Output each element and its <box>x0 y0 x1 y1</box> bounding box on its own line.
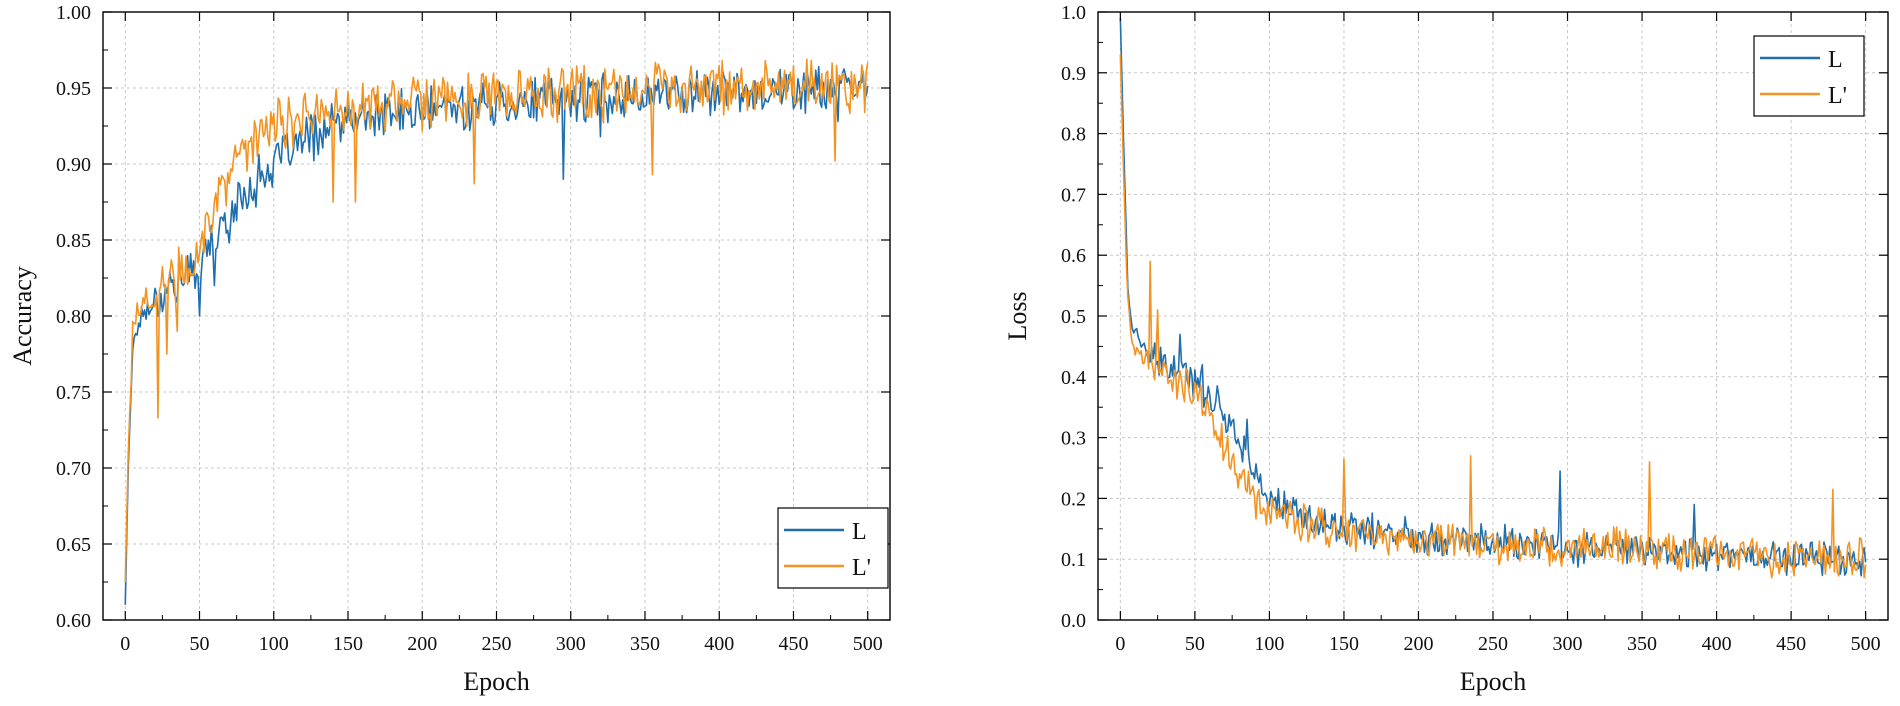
x-tick-label: 400 <box>1702 633 1732 655</box>
y-tick-label: 0.1 <box>1061 549 1086 571</box>
series-line-L-prime <box>1119 54 1867 579</box>
y-tick-label: 0.0 <box>1061 610 1086 632</box>
x-tick-label: 100 <box>259 633 289 655</box>
y-tick-label: 0.5 <box>1061 306 1086 328</box>
x-axis-title: Epoch <box>463 667 529 696</box>
y-tick-label: 0.8 <box>1061 124 1086 146</box>
y-tick-label: 1.00 <box>56 2 91 24</box>
x-tick-label: 200 <box>1403 633 1433 655</box>
legend: L L' <box>777 507 889 589</box>
legend-box <box>777 507 889 589</box>
y-tick-label: 0.3 <box>1061 428 1086 450</box>
loss-chart: 0 50 100 150 200 250 300 350 400 450 500 0.0 0.1 0.2 0… <box>1003 2 1889 696</box>
x-tick-label: 500 <box>1851 633 1881 655</box>
x-tick-label: 500 <box>853 633 883 655</box>
x-tick-label: 300 <box>556 633 586 655</box>
y-tick-label: 0.65 <box>56 534 91 556</box>
x-tick-label: 300 <box>1553 633 1583 655</box>
y-tick-label: 0.75 <box>56 382 91 404</box>
y-tick-label: 0.95 <box>56 78 91 100</box>
series-line-L-prime <box>124 58 869 583</box>
legend-label: L <box>852 519 867 545</box>
x-axis-title: Epoch <box>1460 667 1526 696</box>
y-tick-label: 0.9 <box>1061 63 1086 85</box>
y-tick-label: 0.6 <box>1061 245 1086 267</box>
series-line-L <box>124 65 869 605</box>
y-tick-label: 0.85 <box>56 230 91 252</box>
y-axis-title: Loss <box>1003 291 1032 340</box>
x-tick-label: 450 <box>1776 633 1806 655</box>
x-tick-label: 0 <box>1115 633 1125 655</box>
y-tick-label: 1.0 <box>1061 2 1086 24</box>
legend-label: L <box>1828 47 1843 73</box>
y-tick-label: 0.2 <box>1061 488 1086 510</box>
y-tick-label: 0.7 <box>1061 184 1086 206</box>
y-tick-label: 0.60 <box>56 610 91 632</box>
x-tick-label: 250 <box>1478 633 1508 655</box>
legend-box <box>1753 35 1865 117</box>
x-tick-label: 350 <box>1627 633 1657 655</box>
x-tick-label: 200 <box>407 633 437 655</box>
x-tick-label: 100 <box>1254 633 1284 655</box>
accuracy-chart: 0 50 100 150 200 250 300 350 400 450 500 0.60 0.65 0.… <box>8 2 891 696</box>
legend-label: L' <box>852 555 871 581</box>
x-tick-label: 50 <box>1185 633 1205 655</box>
x-tick-label: 0 <box>120 633 130 655</box>
x-tick-label: 250 <box>482 633 512 655</box>
legend-label: L' <box>1828 83 1847 109</box>
y-tick-label: 0.90 <box>56 154 91 176</box>
y-axis-title: Accuracy <box>8 266 37 366</box>
legend: L L' <box>1753 35 1865 117</box>
x-tick-label: 150 <box>333 633 363 655</box>
y-tick-label: 0.80 <box>56 306 91 328</box>
x-tick-label: 150 <box>1329 633 1359 655</box>
y-tick-label: 0.4 <box>1061 367 1086 389</box>
x-tick-label: 400 <box>704 633 734 655</box>
x-tick-label: 450 <box>778 633 808 655</box>
x-tick-label: 350 <box>630 633 660 655</box>
x-tick-label: 50 <box>190 633 210 655</box>
y-tick-label: 0.70 <box>56 458 91 480</box>
